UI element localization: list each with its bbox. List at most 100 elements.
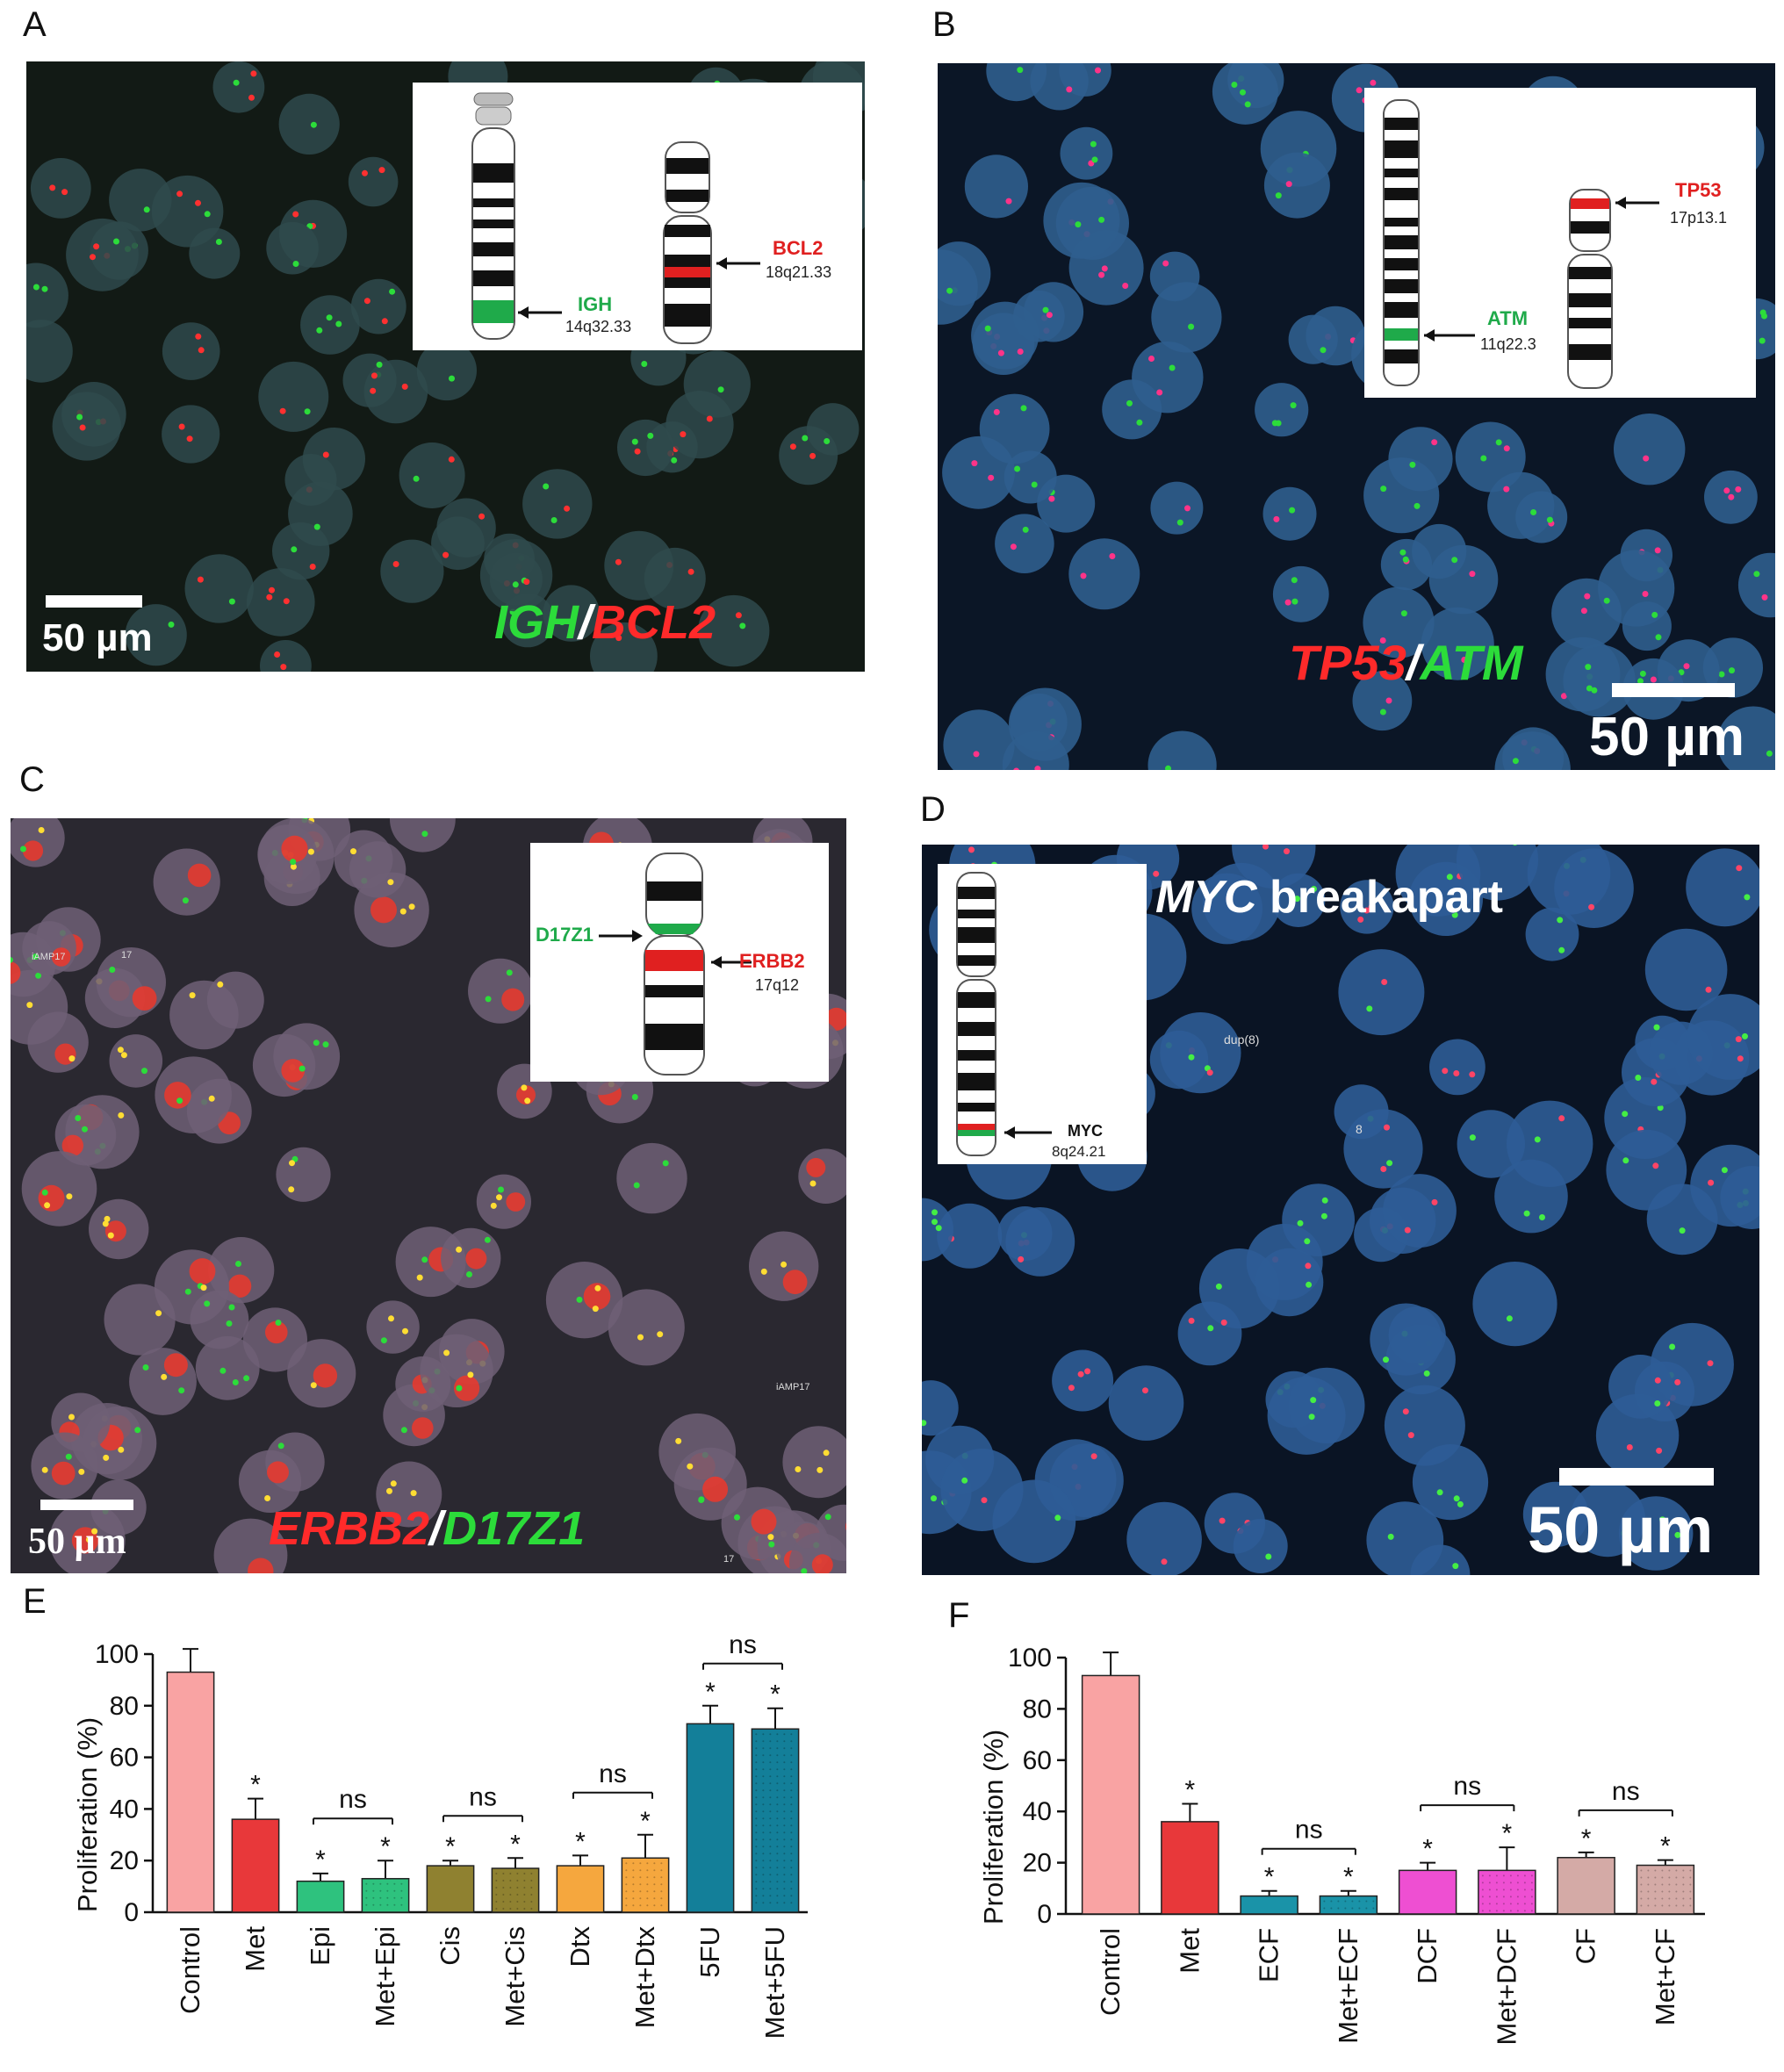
red-signal	[61, 1134, 83, 1156]
fish-signal	[1657, 1104, 1664, 1112]
fish-signal	[178, 423, 185, 430]
bar-texture-dot	[762, 1838, 765, 1841]
nucleus	[1366, 1501, 1444, 1575]
bar-texture-dot	[509, 1894, 512, 1896]
bar-texture-dot	[790, 1796, 793, 1799]
bar-texture-dot	[530, 1880, 533, 1882]
bar-texture-dot	[776, 1789, 779, 1792]
fish-signal	[1622, 1157, 1629, 1164]
bar-texture-dot	[783, 1747, 786, 1750]
fish-signal	[215, 239, 222, 245]
nucleus	[1456, 845, 1539, 901]
bar-texture-dot	[755, 1853, 758, 1855]
bar-texture-dot	[1661, 1897, 1664, 1900]
fish-signal	[1721, 1167, 1728, 1174]
fish-signal	[1708, 1179, 1715, 1186]
fish-signal	[93, 243, 100, 250]
bar-texture-dot	[1509, 1874, 1512, 1877]
fish-signal	[1109, 553, 1116, 559]
bar-texture-dot	[783, 1775, 786, 1778]
bar-texture-dot	[1488, 1874, 1491, 1877]
bar-texture-dot	[762, 1810, 765, 1813]
red-signal	[583, 1283, 611, 1310]
bar-texture-dot	[1337, 1900, 1340, 1903]
bar-texture-dot	[755, 1796, 758, 1799]
bar-texture-dot	[769, 1747, 772, 1750]
fish-signal	[506, 969, 513, 976]
nucleus	[806, 403, 860, 456]
nucleus	[273, 1023, 341, 1090]
red-signal	[189, 1258, 216, 1284]
y-tick-label: 60	[110, 1744, 139, 1773]
bar-texture-dot	[1330, 1907, 1333, 1910]
fish-signal	[824, 438, 831, 444]
fish-signal	[326, 314, 333, 321]
nucleus	[399, 442, 465, 508]
inset-a-igh-label: IGH	[578, 293, 613, 315]
nucleus	[616, 1142, 687, 1214]
bar-texture-dot	[646, 1862, 649, 1865]
nucleus	[61, 382, 126, 447]
micrograph-a: IGH 14q32.33 BCL2 18q21.33 50 µm IGH/BCL…	[26, 61, 865, 672]
fish-signal	[594, 1284, 601, 1291]
bar-texture-dot	[523, 1894, 526, 1896]
fish-signal	[1244, 101, 1251, 108]
fish-signal	[1654, 1400, 1661, 1407]
x-tick-label: Control	[175, 1926, 205, 2014]
fish-signal	[1297, 1219, 1304, 1227]
fish-signal	[313, 523, 320, 530]
fish-signal	[1136, 419, 1143, 426]
significance-star: *	[1185, 1775, 1196, 1804]
bar-texture-dot	[653, 1876, 656, 1879]
bar-texture-dot	[755, 1817, 758, 1820]
micrograph-b: ATM 11q22.3 TP53 17p13.1 TP53/ATM 50 µm	[938, 63, 1775, 770]
bar-texture-dot	[1502, 1874, 1505, 1877]
bar-texture-dot	[762, 1768, 765, 1771]
micrograph-c: D17Z1 ERBB2 17q12 iAMP17 17 iAMP17 17 50…	[11, 818, 846, 1573]
fish-signal	[1262, 845, 1269, 850]
x-tick-label: Met+5FU	[759, 1926, 790, 2039]
bar-texture-dot	[769, 1902, 772, 1904]
bar-texture-dot	[790, 1881, 793, 1883]
fish-signal	[1399, 549, 1406, 556]
fish-signal	[675, 1437, 682, 1444]
bar-texture-dot	[762, 1775, 765, 1778]
nucleus	[1622, 601, 1672, 651]
nucleus	[266, 221, 319, 275]
fish-signal	[1165, 765, 1171, 770]
fish-signal	[11, 956, 13, 963]
bar-texture-dot	[1661, 1890, 1664, 1893]
fish-signal	[362, 169, 368, 176]
fish-signal	[524, 1097, 531, 1104]
bar-texture-dot	[762, 1895, 765, 1897]
bar-texture-dot	[1530, 1896, 1533, 1898]
fish-signal	[1091, 156, 1098, 163]
fish-signal	[1161, 1558, 1168, 1565]
bar-texture-dot	[783, 1831, 786, 1834]
nucleus	[1618, 1496, 1694, 1571]
nucleus	[1043, 182, 1120, 259]
bar-texture-dot	[365, 1882, 368, 1885]
fish-signal	[1020, 405, 1027, 412]
bar	[1319, 1895, 1378, 1915]
fish-signal	[1655, 634, 1662, 641]
bar-texture-dot	[769, 1860, 772, 1862]
fish-signal	[1366, 1005, 1373, 1012]
bar	[491, 1867, 540, 1913]
fish-signal	[186, 435, 193, 442]
bar-texture-dot	[372, 1903, 375, 1906]
bar-texture-dot	[769, 1881, 772, 1883]
fish-signal	[1707, 1360, 1714, 1367]
bar-texture-dot	[660, 1904, 663, 1907]
nucleus	[206, 971, 264, 1029]
nucleus	[366, 1300, 420, 1354]
fish-signal	[931, 1495, 937, 1502]
fish-signal	[44, 1202, 51, 1209]
nucleus	[543, 585, 600, 642]
bar-texture-dot	[790, 1902, 793, 1904]
y-tick-label: 80	[110, 1692, 139, 1721]
bar-texture-dot	[769, 1810, 772, 1813]
fish-signal	[443, 1349, 450, 1356]
fish-signal	[310, 1382, 317, 1389]
fish-signal	[1446, 874, 1453, 881]
